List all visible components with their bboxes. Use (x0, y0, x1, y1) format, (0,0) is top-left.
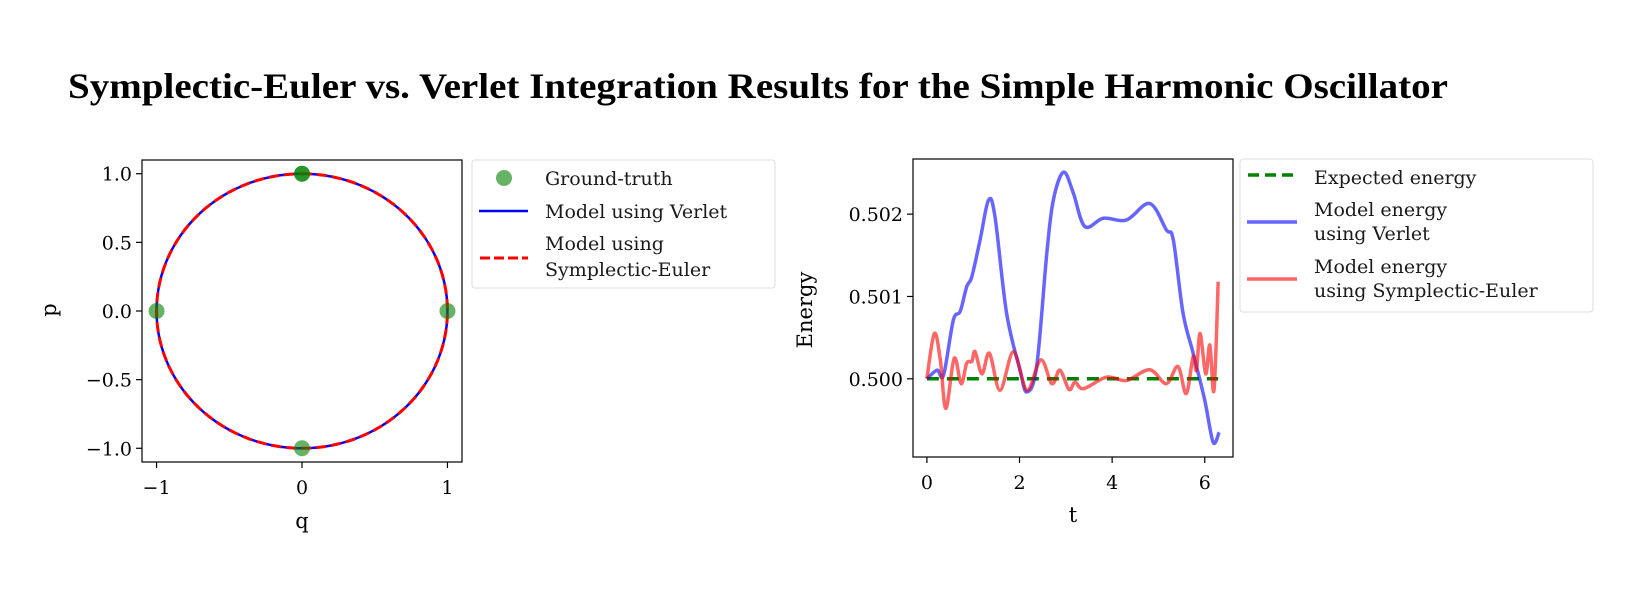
energy-ytick-label: 0.500 (849, 369, 903, 391)
legend-expected-label: Expected energy (1314, 167, 1477, 189)
energy-plot-frame (912, 158, 1234, 458)
phase-legend-frame (471, 159, 776, 289)
legend-verlet-energy-label-2: using Verlet (1314, 223, 1430, 245)
phase-plot-frame (141, 159, 463, 463)
energy-xtick-label: 2 (1013, 472, 1025, 494)
legend-verlet-energy-label-1: Model energy (1314, 199, 1447, 221)
phase-xtick-label: 0 (296, 477, 308, 499)
figure-title: Symplectic-Euler vs. Verlet Integration … (68, 66, 1448, 106)
phase-xtick-label: 1 (441, 477, 453, 499)
phase-ytick-label: −0.5 (86, 370, 132, 392)
energy-legend: Expected energy Model energy using Verle… (1239, 158, 1594, 313)
ground-truth-point (439, 303, 456, 319)
energy-plot: 0 2 4 6 0.500 0.501 0.502 t Energy (793, 158, 1234, 527)
phase-ylabel: p (37, 303, 61, 316)
phase-legend: Ground-truth Model using Verlet Model us… (471, 159, 776, 289)
legend-symplectic-energy-label-2: using Symplectic-Euler (1314, 280, 1539, 302)
phase-ytick-label: 1.0 (102, 164, 132, 186)
energy-ytick-label: 0.502 (849, 204, 903, 226)
phase-space-plot: −1 0 1 1.0 0.5 0.0 −0.5 −1.0 q p (37, 159, 463, 533)
legend-verlet-label: Model using Verlet (545, 201, 728, 223)
energy-ytick-label: 0.501 (849, 286, 903, 308)
energy-xtick-label: 6 (1199, 472, 1211, 494)
legend-ground-truth-label: Ground-truth (545, 168, 673, 190)
phase-ytick-label: 0.0 (102, 301, 132, 323)
legend-ground-truth-marker (496, 170, 512, 186)
phase-xlabel: q (295, 509, 308, 533)
legend-symplectic-label-2: Symplectic-Euler (545, 259, 711, 281)
ground-truth-point (294, 440, 310, 457)
legend-symplectic-label-1: Model using (545, 233, 664, 255)
energy-xtick-label: 4 (1106, 472, 1118, 494)
phase-xtick-label: −1 (143, 477, 171, 499)
energy-ylabel: Energy (793, 272, 817, 349)
energy-xtick-label: 0 (921, 472, 933, 494)
ground-truth-point (294, 165, 310, 182)
ground-truth-point (148, 303, 165, 319)
phase-ytick-label: −1.0 (86, 438, 132, 460)
verlet-energy-line (925, 170, 1221, 446)
legend-symplectic-energy-label-1: Model energy (1314, 256, 1447, 278)
energy-legend-frame (1239, 158, 1594, 313)
energy-xlabel: t (1069, 503, 1078, 527)
symplectic-euler-energy-line (925, 281, 1220, 411)
phase-ytick-label: 0.5 (102, 232, 132, 254)
